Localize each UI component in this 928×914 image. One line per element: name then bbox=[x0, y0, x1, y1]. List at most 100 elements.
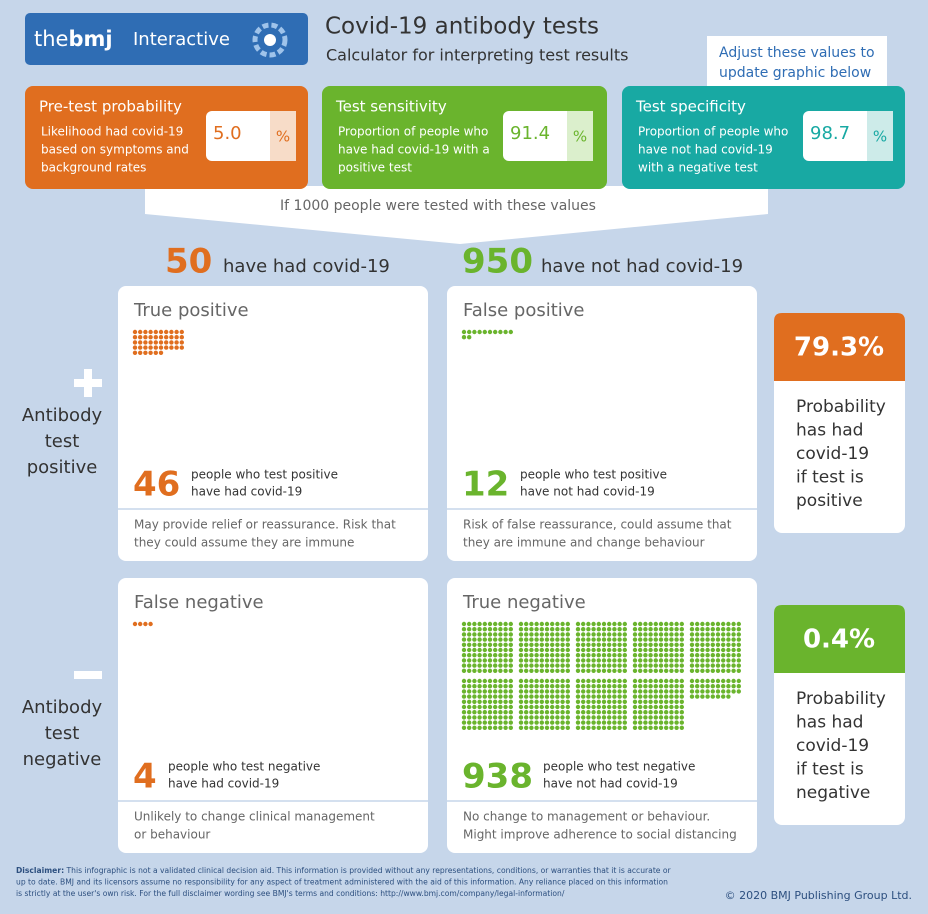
dot bbox=[721, 653, 726, 658]
dot bbox=[581, 627, 586, 632]
dot bbox=[736, 632, 741, 637]
dot bbox=[508, 684, 513, 689]
dot bbox=[575, 647, 581, 653]
dot bbox=[643, 694, 648, 699]
dot bbox=[472, 694, 477, 699]
dot bbox=[560, 725, 565, 730]
dot bbox=[544, 694, 550, 699]
dot bbox=[721, 668, 726, 673]
outcome-description: have not had covid-19 bbox=[543, 777, 678, 791]
dot bbox=[658, 627, 664, 632]
input-value: 91.4 bbox=[510, 123, 550, 144]
dot bbox=[508, 663, 513, 668]
logo[interactable]: thebmj Interactive bbox=[25, 13, 308, 65]
dot bbox=[679, 621, 684, 627]
dot bbox=[498, 678, 503, 684]
dot bbox=[575, 621, 581, 627]
dot bbox=[669, 710, 674, 715]
dot bbox=[736, 642, 741, 647]
dot bbox=[669, 621, 674, 627]
dot bbox=[612, 710, 617, 715]
dot bbox=[508, 689, 513, 694]
dot bbox=[607, 710, 612, 715]
dot bbox=[669, 689, 674, 694]
dot bbox=[529, 668, 534, 673]
dot bbox=[612, 689, 617, 694]
dot bbox=[643, 642, 648, 647]
dot bbox=[503, 621, 508, 627]
result-value: 0.4% bbox=[803, 625, 875, 655]
dot bbox=[612, 678, 617, 684]
dot bbox=[700, 632, 705, 637]
dot bbox=[539, 725, 544, 730]
dot bbox=[596, 668, 601, 673]
dot bbox=[658, 621, 664, 627]
dot bbox=[487, 689, 493, 694]
dot bbox=[539, 678, 544, 684]
dot bbox=[715, 637, 721, 642]
dot bbox=[529, 699, 534, 704]
dot bbox=[565, 725, 570, 730]
dot bbox=[498, 689, 503, 694]
dot bbox=[138, 335, 143, 340]
dot bbox=[736, 627, 741, 632]
dot bbox=[179, 345, 184, 350]
dot bbox=[658, 725, 664, 730]
dot bbox=[467, 647, 472, 653]
dot bbox=[617, 668, 622, 673]
dot bbox=[736, 653, 741, 658]
result-description: Probability bbox=[796, 689, 886, 709]
dot bbox=[664, 621, 669, 627]
dot bbox=[529, 627, 534, 632]
dot bbox=[544, 699, 550, 704]
dot bbox=[689, 627, 695, 632]
dot bbox=[632, 621, 638, 627]
dot bbox=[591, 694, 596, 699]
dot bbox=[726, 653, 731, 658]
dot bbox=[575, 699, 581, 704]
dot bbox=[710, 632, 715, 637]
dot bbox=[461, 689, 467, 694]
dot bbox=[581, 637, 586, 642]
dot bbox=[586, 678, 591, 684]
dot bbox=[550, 642, 555, 647]
disclaimer-text: is strictly at the user's own risk. For … bbox=[16, 889, 565, 898]
dot bbox=[632, 699, 638, 704]
dot bbox=[539, 694, 544, 699]
dot bbox=[632, 678, 638, 684]
dot bbox=[591, 715, 596, 720]
dot bbox=[477, 668, 482, 673]
dot bbox=[472, 678, 477, 684]
dot bbox=[653, 694, 658, 699]
dot bbox=[482, 642, 487, 647]
dot bbox=[472, 329, 477, 335]
dot bbox=[591, 632, 596, 637]
dot bbox=[586, 720, 591, 725]
input-field[interactable]: 5.0% bbox=[206, 111, 296, 161]
result-description: covid-19 bbox=[796, 736, 869, 756]
input-field[interactable]: 98.7% bbox=[803, 111, 893, 161]
dot bbox=[169, 340, 174, 345]
dot bbox=[544, 653, 550, 658]
dot bbox=[503, 637, 508, 642]
dot bbox=[524, 720, 529, 725]
input-field[interactable]: 91.4% bbox=[503, 111, 593, 161]
logo-brand: bmj bbox=[68, 27, 112, 51]
dot bbox=[544, 715, 550, 720]
dot bbox=[529, 715, 534, 720]
dot bbox=[731, 621, 736, 627]
dot bbox=[643, 699, 648, 704]
outcome-note: No change to management or behaviour. bbox=[463, 810, 710, 824]
dot bbox=[669, 647, 674, 653]
dot bbox=[638, 632, 643, 637]
dot bbox=[461, 715, 467, 720]
dot bbox=[726, 647, 731, 653]
dot bbox=[643, 725, 648, 730]
dot bbox=[586, 704, 591, 710]
dot bbox=[534, 668, 539, 673]
dot bbox=[153, 340, 158, 345]
dot bbox=[508, 678, 513, 684]
dot bbox=[695, 694, 700, 699]
dot bbox=[710, 621, 715, 627]
dot bbox=[726, 684, 731, 689]
